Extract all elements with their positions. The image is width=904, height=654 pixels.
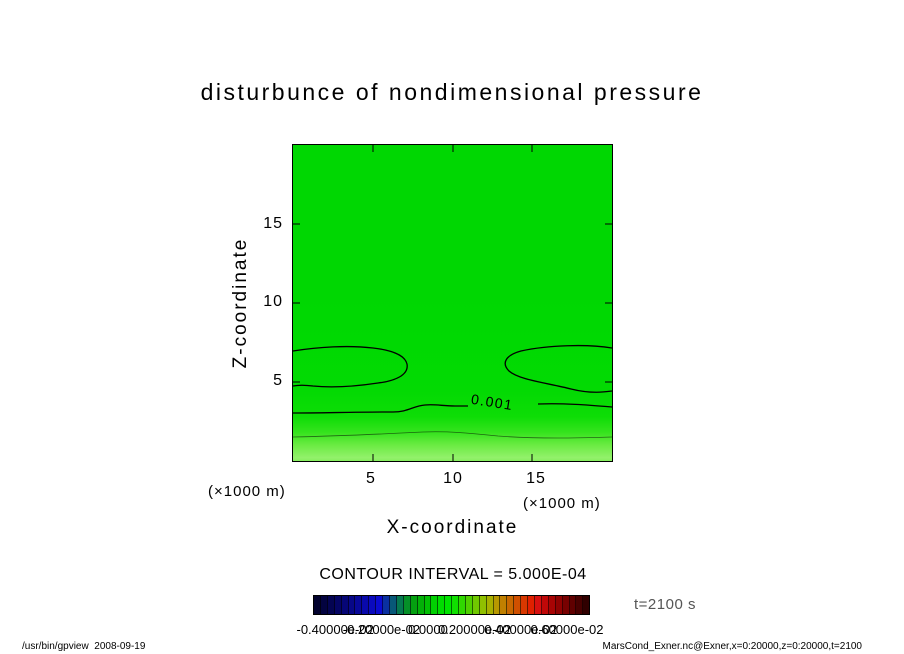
colorbar-strip bbox=[472, 596, 480, 614]
colorbar-strip bbox=[320, 596, 328, 614]
colorbar-strip bbox=[424, 596, 432, 614]
colorbar-strip bbox=[576, 596, 584, 614]
x-tick-5: 5 bbox=[366, 470, 376, 487]
colorbar-tick-label: -0.20000e-02 bbox=[342, 622, 421, 637]
colorbar-tick-label: -0.40000e-02 bbox=[296, 622, 374, 637]
x-axis-label: X-coordinate bbox=[386, 517, 519, 538]
colorbar-strip bbox=[548, 596, 556, 614]
colorbar-strip bbox=[465, 596, 473, 614]
colorbar-strip bbox=[493, 596, 501, 614]
footer-program-date: /usr/bin/gpview 2008-09-19 bbox=[22, 641, 146, 652]
footer-data-source: MarsCond_Exner.nc@Exner,x=0:20000,z=0:20… bbox=[602, 641, 863, 652]
colorbar-strip bbox=[383, 596, 390, 614]
colorbar-strip bbox=[514, 596, 522, 614]
colorbar-strip bbox=[327, 596, 335, 614]
colorbar-strip bbox=[355, 596, 363, 614]
colorbar-tick-label: 0.20000e-02 bbox=[437, 622, 511, 637]
colorbar-strip bbox=[431, 596, 439, 614]
colorbar-strip bbox=[389, 596, 397, 614]
y-tick-10: 10 bbox=[263, 293, 283, 310]
colorbar-strip bbox=[500, 596, 508, 614]
colorbar-strip bbox=[410, 596, 418, 614]
y-tick-5: 5 bbox=[273, 372, 283, 389]
colorbar-strip bbox=[445, 596, 453, 614]
contour-lines bbox=[293, 145, 612, 461]
colorbar-strip bbox=[555, 596, 563, 614]
colorbar-strip bbox=[362, 596, 370, 614]
colorbar-tick-label: 0.40000e-02 bbox=[484, 622, 558, 637]
colorbar-strip bbox=[403, 596, 411, 614]
colorbar-strip bbox=[528, 596, 535, 614]
time-annotation: t=2100 s bbox=[634, 596, 696, 613]
colorbar-strip bbox=[583, 596, 590, 614]
colorbar-strip bbox=[569, 596, 577, 614]
colorbar-strip bbox=[562, 596, 570, 614]
colorbar-strip bbox=[507, 596, 515, 614]
colorbar-strip bbox=[452, 596, 460, 614]
contour-plot-area: 0.001 bbox=[292, 144, 613, 462]
colorbar-strip bbox=[376, 596, 384, 614]
colorbar-strip bbox=[479, 596, 487, 614]
colorbar-strip bbox=[417, 596, 425, 614]
y-axis-unit-label: (×1000 m) bbox=[208, 483, 286, 500]
x-axis-unit-label: (×1000 m) bbox=[523, 495, 601, 512]
contour-interval-caption: CONTOUR INTERVAL = 5.000E-04 bbox=[319, 566, 587, 583]
colorbar-strip bbox=[459, 596, 466, 614]
colorbar-strip bbox=[396, 596, 404, 614]
colorbar-strip bbox=[438, 596, 446, 614]
colorbar-strip bbox=[348, 596, 356, 614]
colorbar-tick-label: 0.60000e-02 bbox=[530, 622, 604, 637]
colorbar-tick-label: 0.0000 bbox=[408, 622, 448, 637]
colorbar-strip bbox=[341, 596, 349, 614]
colorbar-strip bbox=[535, 596, 542, 614]
colorbar-strip bbox=[521, 596, 529, 614]
colorbar-strip bbox=[486, 596, 494, 614]
chart-title: disturbunce of nondimensional pressure bbox=[200, 79, 704, 105]
colorbar-strip bbox=[369, 596, 377, 614]
colorbar-strip bbox=[334, 596, 342, 614]
colorbar bbox=[313, 595, 590, 615]
colorbar-strip bbox=[314, 596, 321, 614]
y-tick-15: 15 bbox=[263, 215, 283, 232]
colorbar-strip bbox=[541, 596, 549, 614]
colorbar-tick-labels: -0.40000e-02 -0.20000e-02 0.0000 0.20000e-0… bbox=[296, 622, 603, 640]
x-tick-15: 15 bbox=[526, 470, 546, 487]
x-tick-10: 10 bbox=[443, 470, 463, 487]
